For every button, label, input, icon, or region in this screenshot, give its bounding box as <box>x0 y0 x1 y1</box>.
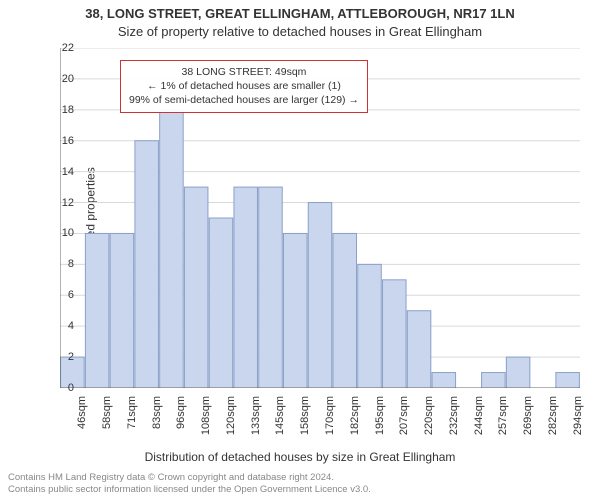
x-tick-label: 257sqm <box>497 396 509 435</box>
bars-group <box>61 110 580 388</box>
x-tick-label: 195sqm <box>374 396 386 435</box>
x-tick-label: 96sqm <box>175 396 187 429</box>
bar <box>234 187 258 388</box>
x-tick-label: 294sqm <box>572 396 584 435</box>
y-tick-label: 20 <box>44 73 74 85</box>
x-tick-label: 71sqm <box>126 396 138 429</box>
x-tick-label: 145sqm <box>274 396 286 435</box>
x-tick-label: 83sqm <box>151 396 163 429</box>
bar <box>259 187 283 388</box>
x-tick-label: 269sqm <box>522 396 534 435</box>
x-tick-label: 244sqm <box>473 396 485 435</box>
annotation-line1: 38 LONG STREET: 49sqm <box>129 65 359 79</box>
x-tick-label: 170sqm <box>324 396 336 435</box>
bar <box>184 187 208 388</box>
bar <box>482 373 506 388</box>
x-tick-label: 133sqm <box>250 396 262 435</box>
bar <box>556 373 580 388</box>
annotation-line3: 99% of semi-detached houses are larger (… <box>129 93 359 107</box>
y-tick-label: 0 <box>44 382 74 394</box>
chart-title-address: 38, LONG STREET, GREAT ELLINGHAM, ATTLEB… <box>0 6 600 21</box>
y-tick-label: 2 <box>44 351 74 363</box>
bar <box>135 141 159 388</box>
y-tick-label: 8 <box>44 258 74 270</box>
bar <box>283 233 307 388</box>
footer-line2: Contains public sector information licen… <box>8 484 371 496</box>
annotation-box: 38 LONG STREET: 49sqm ← 1% of detached h… <box>120 60 368 113</box>
y-tick-label: 18 <box>44 104 74 116</box>
footer-attribution: Contains HM Land Registry data © Crown c… <box>8 472 371 496</box>
x-tick-label: 158sqm <box>299 396 311 435</box>
y-tick-label: 16 <box>44 135 74 147</box>
bar <box>506 357 530 388</box>
bar <box>383 280 407 388</box>
bar <box>358 264 382 388</box>
y-tick-label: 22 <box>44 42 74 54</box>
bar <box>333 233 357 388</box>
x-tick-label: 58sqm <box>101 396 113 429</box>
bar <box>160 110 184 388</box>
footer-line1: Contains HM Land Registry data © Crown c… <box>8 472 371 484</box>
bar <box>85 233 109 388</box>
bar <box>308 203 332 388</box>
x-tick-label: 207sqm <box>398 396 410 435</box>
y-tick-label: 4 <box>44 320 74 332</box>
x-tick-label: 46sqm <box>76 396 88 429</box>
x-tick-label: 282sqm <box>547 396 559 435</box>
bar <box>407 311 431 388</box>
y-tick-label: 14 <box>44 166 74 178</box>
bar <box>110 233 134 388</box>
x-tick-label: 182sqm <box>349 396 361 435</box>
x-tick-label: 108sqm <box>200 396 212 435</box>
x-tick-label: 232sqm <box>448 396 460 435</box>
x-axis-label: Distribution of detached houses by size … <box>0 450 600 464</box>
y-tick-label: 6 <box>44 289 74 301</box>
x-tick-label: 120sqm <box>225 396 237 435</box>
chart-subtitle: Size of property relative to detached ho… <box>0 24 600 39</box>
chart-container: 38, LONG STREET, GREAT ELLINGHAM, ATTLEB… <box>0 0 600 500</box>
bar <box>432 373 456 388</box>
bar <box>209 218 233 388</box>
x-tick-label: 220sqm <box>423 396 435 435</box>
annotation-line2: ← 1% of detached houses are smaller (1) <box>129 79 359 93</box>
y-tick-label: 10 <box>44 227 74 239</box>
y-tick-label: 12 <box>44 197 74 209</box>
